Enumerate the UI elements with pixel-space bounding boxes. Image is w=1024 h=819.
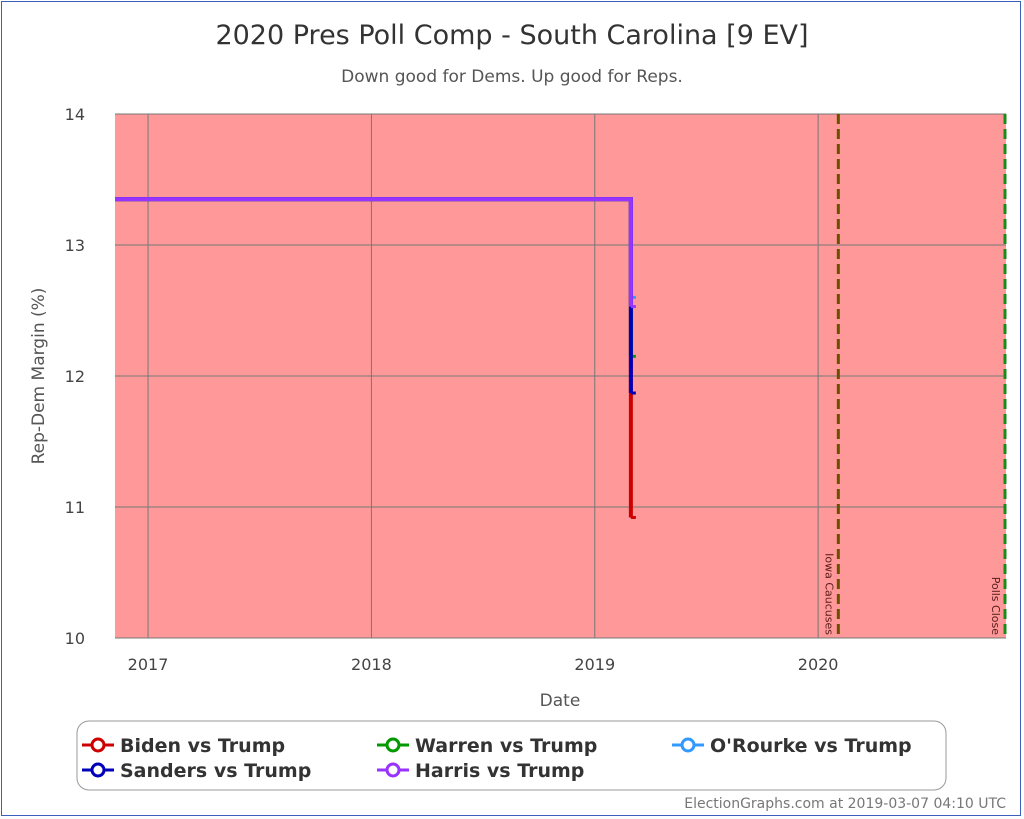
legend-label: O'Rourke vs Trump [710,735,912,757]
annotation-label: Polls Close [989,577,1002,636]
annotation-label: Iowa Caucuses [822,553,835,635]
legend-label: Sanders vs Trump [120,760,311,782]
chart-title: 2020 Pres Poll Comp - South Carolina [9 … [215,20,808,51]
x-tick-label: 2020 [798,655,839,674]
y-tick-label: 14 [65,105,85,124]
legend-marker [385,762,401,778]
legend-label: Harris vs Trump [415,760,584,782]
x-tick-label: 2017 [128,655,169,674]
footer-credit: ElectionGraphs.com at 2019-03-07 04:10 U… [684,796,1006,812]
x-axis-label: Date [540,691,581,711]
y-tick-label: 10 [65,629,85,648]
y-axis-label: Rep-Dem Margin (%) [29,288,49,465]
legend-label: Warren vs Trump [415,735,597,757]
legend-marker [90,762,106,778]
x-tick-label: 2018 [351,655,392,674]
legend-marker [385,737,401,753]
series-line [115,197,633,307]
legend [76,720,947,791]
legend-label: Biden vs Trump [120,735,285,757]
x-tick-label: 2019 [574,655,615,674]
y-tick-label: 11 [65,498,85,517]
legend-marker [680,737,696,753]
y-tick-label: 12 [65,367,85,386]
legend-marker [90,737,106,753]
y-tick-label: 13 [65,236,85,255]
chart-subtitle: Down good for Dems. Up good for Reps. [341,67,683,87]
